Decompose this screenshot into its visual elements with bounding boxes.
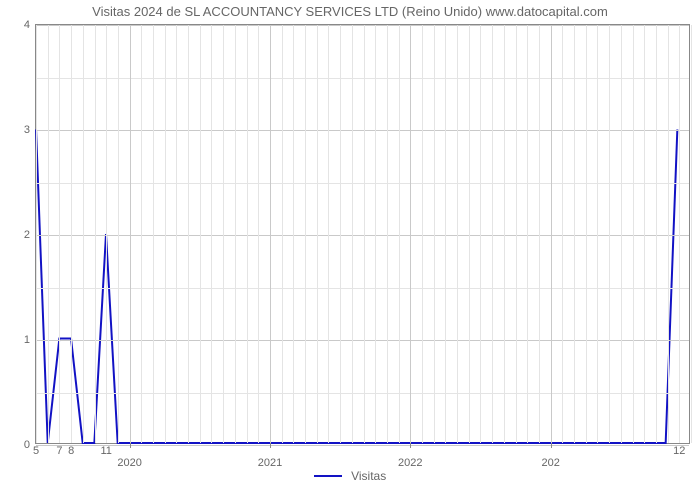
grid-line-v-minor: [586, 25, 587, 443]
grid-line-v-minor: [36, 25, 37, 443]
grid-line-v-minor: [235, 25, 236, 443]
legend-label: Visitas: [351, 469, 386, 483]
grid-line-v-minor: [211, 25, 212, 443]
grid-line-v-minor: [656, 25, 657, 443]
chart-title: Visitas 2024 de SL ACCOUNTANCY SERVICES …: [0, 4, 700, 19]
grid-line-v-minor: [106, 25, 107, 443]
grid-line-v-minor: [492, 25, 493, 443]
grid-line-v-minor: [668, 25, 669, 443]
grid-line-v-minor: [679, 25, 680, 443]
grid-line-v: [551, 25, 552, 443]
grid-line-v-minor: [317, 25, 318, 443]
x-tick-label-minor: 12: [673, 445, 685, 457]
grid-line-v-minor: [504, 25, 505, 443]
grid-line-v-minor: [539, 25, 540, 443]
grid-line-h: [36, 130, 689, 131]
grid-line-v-minor: [434, 25, 435, 443]
grid-line-v-minor: [188, 25, 189, 443]
grid-line-v-minor: [340, 25, 341, 443]
legend-swatch: [314, 475, 342, 477]
grid-line-v-minor: [399, 25, 400, 443]
grid-line-v-minor: [153, 25, 154, 443]
grid-line-h-minor: [36, 393, 689, 394]
grid-line-v-minor: [282, 25, 283, 443]
grid-line-v-minor: [387, 25, 388, 443]
grid-line-v-minor: [516, 25, 517, 443]
y-tick-label: 0: [24, 439, 30, 451]
y-tick-label: 4: [24, 19, 30, 31]
grid-line-v-minor: [597, 25, 598, 443]
grid-line-v-minor: [258, 25, 259, 443]
legend: Visitas: [0, 468, 700, 483]
grid-line-v-minor: [422, 25, 423, 443]
grid-line-h-minor: [36, 288, 689, 289]
grid-line-v-minor: [328, 25, 329, 443]
grid-line-v-minor: [480, 25, 481, 443]
grid-line-v-minor: [247, 25, 248, 443]
grid-line-v-minor: [445, 25, 446, 443]
grid-line-v-minor: [691, 25, 692, 443]
grid-line-v-minor: [574, 25, 575, 443]
grid-line-h-minor: [36, 78, 689, 79]
grid-line-v-minor: [305, 25, 306, 443]
grid-line-v-minor: [527, 25, 528, 443]
grid-line-v-minor: [375, 25, 376, 443]
grid-line-v-minor: [562, 25, 563, 443]
grid-line-h: [36, 235, 689, 236]
grid-line-h: [36, 445, 689, 446]
grid-line-v-minor: [352, 25, 353, 443]
grid-line-h-minor: [36, 183, 689, 184]
y-tick-label: 3: [24, 124, 30, 136]
grid-line-v-minor: [200, 25, 201, 443]
line-series: [36, 25, 689, 443]
grid-line-v-minor: [223, 25, 224, 443]
grid-line-v-minor: [165, 25, 166, 443]
grid-line-v-minor: [469, 25, 470, 443]
grid-line-v-minor: [71, 25, 72, 443]
x-tick-label-minor: 8: [68, 445, 74, 457]
grid-line-v-minor: [609, 25, 610, 443]
grid-line-v: [270, 25, 271, 443]
x-tick-mark: [270, 443, 271, 448]
x-tick-label-minor: 11: [100, 445, 111, 457]
x-tick-mark: [410, 443, 411, 448]
x-tick-mark: [551, 443, 552, 448]
grid-line-v-minor: [293, 25, 294, 443]
chart-container: { "chart": { "type": "line", "title": "V…: [0, 0, 700, 500]
y-tick-label: 2: [24, 229, 30, 241]
grid-line-h: [36, 340, 689, 341]
grid-line-v-minor: [621, 25, 622, 443]
y-tick-label: 1: [24, 334, 30, 346]
grid-line-v-minor: [633, 25, 634, 443]
x-tick-label-minor: 7: [56, 445, 62, 457]
grid-line-v-minor: [59, 25, 60, 443]
grid-line-v: [130, 25, 131, 443]
grid-line-v-minor: [83, 25, 84, 443]
grid-line-v: [410, 25, 411, 443]
grid-line-h: [36, 25, 689, 26]
x-tick-mark: [130, 443, 131, 448]
grid-line-v-minor: [95, 25, 96, 443]
grid-line-v-minor: [48, 25, 49, 443]
grid-line-v-minor: [141, 25, 142, 443]
x-tick-label-minor: 5: [33, 445, 39, 457]
grid-line-v-minor: [364, 25, 365, 443]
grid-line-v-minor: [118, 25, 119, 443]
grid-line-v-minor: [176, 25, 177, 443]
grid-line-v-minor: [644, 25, 645, 443]
plot-area: 012342020202120222025781112: [35, 24, 690, 444]
grid-line-v-minor: [457, 25, 458, 443]
